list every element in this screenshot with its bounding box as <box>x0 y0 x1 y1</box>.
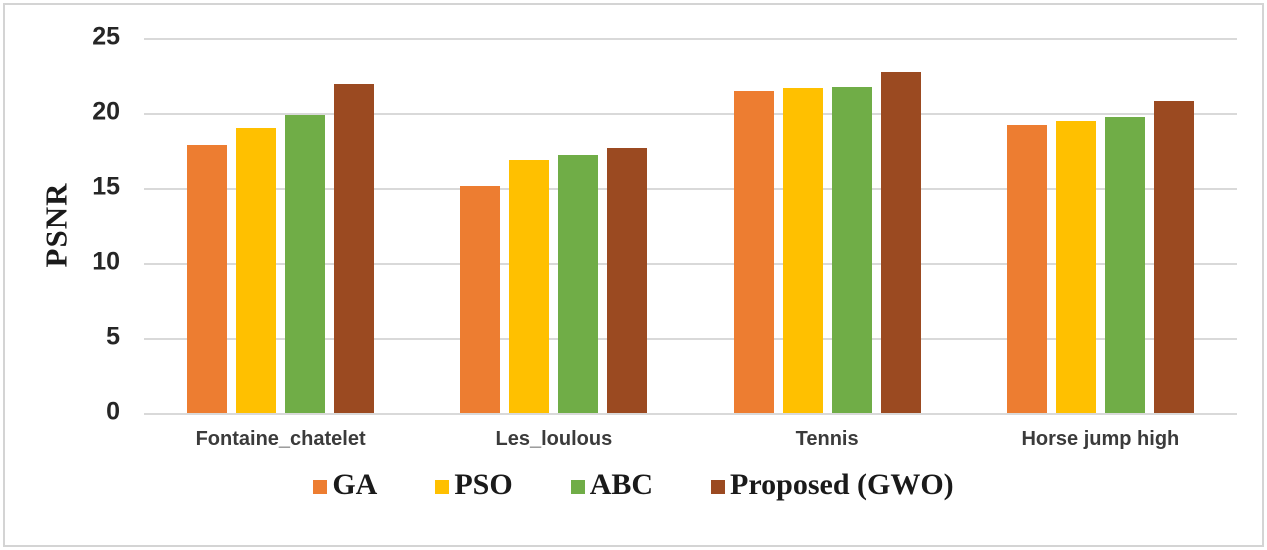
x-category-label: Fontaine_chatelet <box>195 428 366 450</box>
legend-swatch-icon <box>313 479 328 494</box>
legend-swatch-icon <box>435 479 450 494</box>
y-tick-label-5: 5 <box>106 322 120 351</box>
bar-group-horse-jump-high <box>964 38 1237 413</box>
bar-ga <box>460 185 501 413</box>
legend-item-pso: PSO <box>435 468 513 501</box>
legend-swatch-icon <box>570 479 585 494</box>
bar-group-tennis <box>691 38 964 413</box>
gridline-5 <box>144 338 1237 340</box>
x-axis-labels: Fontaine_chatelet Les_loulous Tennis Horse … <box>144 428 1237 451</box>
legend-label: ABC <box>589 468 654 501</box>
gridline-20 <box>144 113 1237 115</box>
legend-item-abc: ABC <box>570 468 654 501</box>
bar-pso <box>236 128 277 413</box>
legend-label: PSO <box>454 468 513 501</box>
legend-label: Proposed (GWO) <box>730 468 954 501</box>
bar-abc <box>558 155 599 413</box>
bar-abc <box>285 115 326 413</box>
bar-proposed-gwo- <box>334 83 375 413</box>
legend-label: GA <box>332 468 378 501</box>
y-axis-ticks: 0 5 10 15 20 25 <box>0 24 134 424</box>
gridline-0 <box>144 413 1237 415</box>
y-tick-label-15: 15 <box>92 172 120 201</box>
legend-item-proposed-gwo-: Proposed (GWO) <box>711 470 954 500</box>
y-tick-label-20: 20 <box>92 97 120 126</box>
bar-pso <box>782 88 823 413</box>
y-tick-label-0: 0 <box>106 397 120 426</box>
y-tick-label-25: 25 <box>92 22 120 51</box>
bar-proposed-gwo- <box>607 147 648 413</box>
bar-proposed-gwo- <box>1153 101 1194 413</box>
legend-swatch-icon <box>711 479 726 494</box>
bar-ga <box>733 90 774 413</box>
gridline-10 <box>144 263 1237 265</box>
y-tick-label-10: 10 <box>92 247 120 276</box>
gridline-25 <box>144 38 1237 40</box>
bar-group-fontaine-chatelet <box>144 38 417 413</box>
chart-legend: GA PSO ABC Proposed (GWO) <box>0 470 1267 500</box>
x-category-label: Horse jump high <box>1021 428 1180 450</box>
plot-area <box>144 38 1237 415</box>
x-category-label: Tennis <box>795 428 859 450</box>
legend-item-ga: GA <box>313 470 377 500</box>
bar-pso <box>1055 121 1096 413</box>
bar-abc <box>831 86 872 413</box>
bar-pso <box>509 160 550 413</box>
x-category-label: Les_loulous <box>495 428 613 450</box>
bar-abc <box>1104 116 1145 413</box>
bar-ga <box>187 144 228 413</box>
gridline-15 <box>144 188 1237 190</box>
bar-proposed-gwo- <box>880 71 921 413</box>
bar-group-les-loulous <box>417 38 690 413</box>
bar-series-container <box>144 38 1237 413</box>
bar-ga <box>1006 125 1047 413</box>
